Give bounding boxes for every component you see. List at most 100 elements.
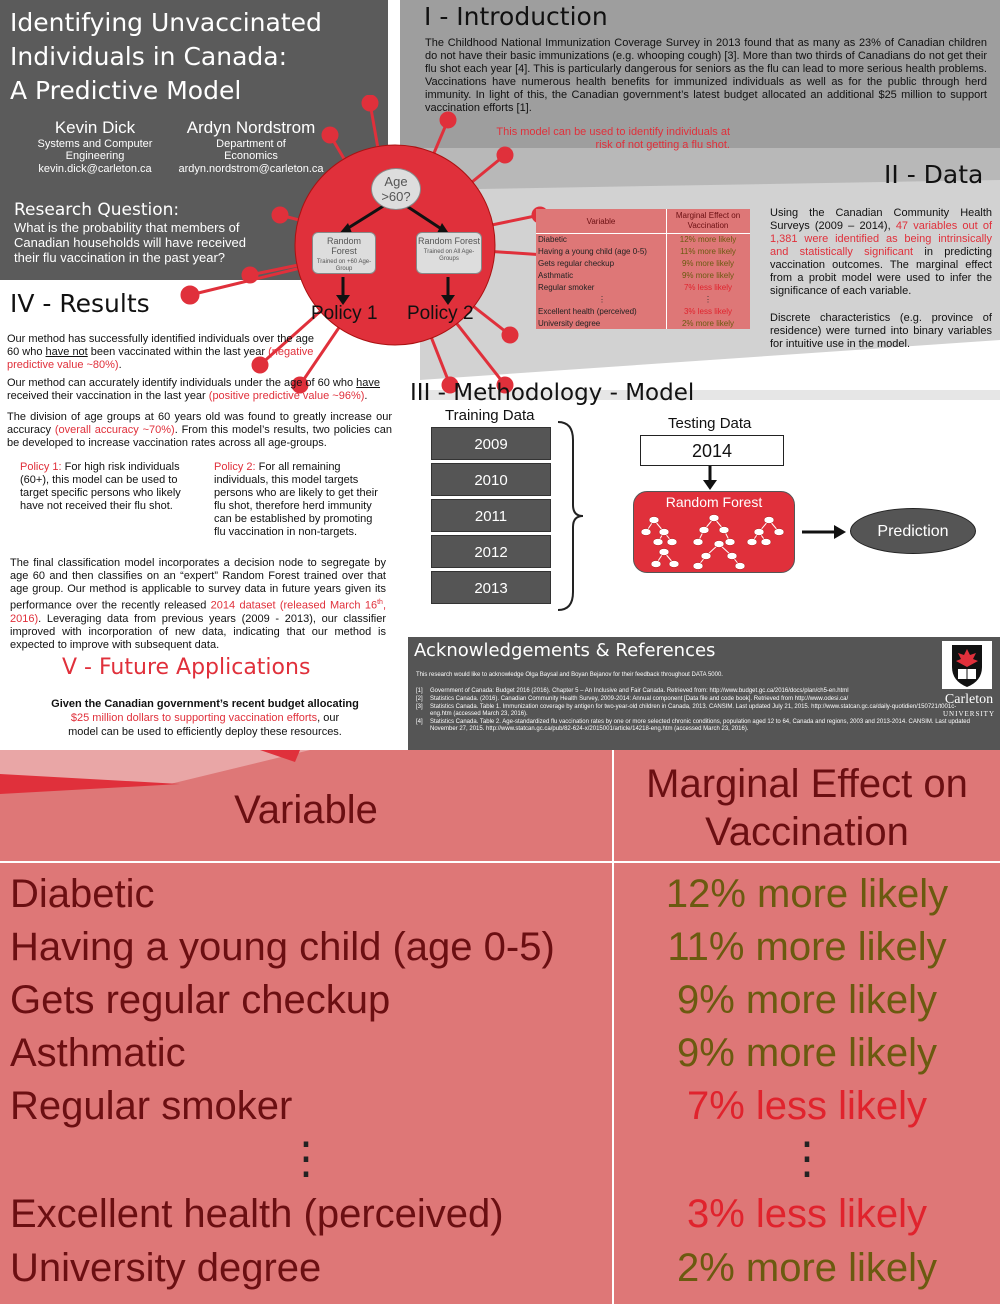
rf-box-subtitle: Trained on +60 Age-Group	[316, 259, 372, 272]
carleton-shield-icon	[952, 645, 982, 687]
training-year-box: 2009	[431, 427, 551, 460]
training-year-box: 2011	[431, 499, 551, 532]
results-text: . From this model’s results, two policie…	[7, 424, 392, 449]
title-line-2: Individuals in Canada:	[10, 42, 288, 71]
reference-text: Statistics Canada. Table 2. Age-standard…	[430, 719, 970, 732]
logo-university: UNIVERSITY	[943, 710, 995, 718]
small-table-variable: Asthmatic	[538, 271, 574, 280]
small-table-variable: ⋮	[598, 295, 606, 304]
training-year-box: 2013	[431, 571, 551, 604]
forest-trees-icon	[640, 514, 785, 570]
carleton-wordmark: Carleton UNIVERSITY	[938, 693, 1000, 721]
zoom-table-effect: 12% more likely	[665, 872, 949, 916]
table-divider	[666, 209, 667, 329]
data-text: Using the Canadian Community Health Surv…	[770, 207, 992, 232]
header-line: Marginal Effect on	[675, 211, 741, 220]
carleton-logo	[942, 641, 992, 689]
intro-highlight-line: risk of not getting a flu shot.	[595, 139, 730, 151]
ack-thanks: This research would like to acknowledge …	[416, 672, 723, 678]
data-paragraph-2: Discrete characteristics (e.g. province …	[770, 312, 992, 350]
author-name: Kevin Dick	[54, 118, 136, 137]
results-underline: have not	[45, 346, 88, 358]
small-table-variable: Having a young child (age 0-5)	[538, 247, 647, 256]
zoom-table-effect: 9% more likely	[676, 1031, 938, 1075]
poster-title: Identifying Unvaccinated Individuals in …	[10, 6, 390, 108]
results-text: . Leveraging data from previous years (2…	[10, 612, 386, 651]
zoom-table-variable: Having a young child (age 0-5)	[10, 925, 555, 969]
table-divider	[536, 233, 750, 234]
small-table-variable: Diabetic	[538, 235, 567, 244]
research-question-heading: Research Question:	[14, 200, 180, 220]
policy-1-text: Policy 1: For high risk individuals (60+…	[20, 461, 190, 513]
header-line: Vaccination	[705, 810, 909, 854]
small-table-variable: Gets regular checkup	[538, 259, 615, 268]
reference-number: [1]	[416, 688, 423, 694]
policy-label: Policy 1:	[20, 461, 62, 473]
research-question-text: What is the probability that members of …	[14, 220, 246, 265]
rf-box-title: Random Forest	[417, 236, 481, 246]
table-header-variable: Variable	[586, 217, 616, 226]
author-dept: Systems and Computer	[37, 138, 153, 150]
zoom-table-effect: 9% more likely	[676, 978, 938, 1022]
results-p3: The division of age groups at 60 years o…	[7, 411, 392, 450]
intro-heading: I - Introduction	[424, 2, 608, 31]
age-decision-node: Age >60?	[371, 168, 421, 210]
policy-2-text: Policy 2: For all remaining individuals,…	[214, 461, 384, 539]
intro-body: The Childhood National Immunization Cove…	[425, 37, 987, 114]
acknowledgements-panel: Acknowledgements & References This resea…	[408, 637, 1000, 750]
reference-item: [2] Statistics Canada. (2016). Canadian C…	[416, 696, 976, 703]
small-table-effect: ⋮	[704, 295, 712, 304]
results-p4: The final classification model incorpora…	[10, 557, 386, 652]
small-table-variable: Regular smoker	[538, 283, 595, 292]
references-list: [1] Government of Canada: Budget 2016 (20…	[416, 688, 976, 734]
results-text: .	[364, 390, 368, 402]
zoom-table-variable: Gets regular checkup	[10, 978, 391, 1022]
zoom-table-effect: 3% less likely	[686, 1192, 928, 1236]
author-email: kevin.dick@carleton.ca	[38, 163, 152, 175]
author-2: Ardyn Nordstrom Department of Economics …	[176, 118, 326, 176]
results-p1: Our method has successfully identified i…	[7, 333, 317, 372]
small-table-variable: University degree	[538, 319, 601, 328]
author-dept: Engineering	[65, 150, 125, 162]
prediction-ellipse: Prediction	[850, 508, 976, 554]
reference-number: [4]	[416, 719, 423, 725]
results-text: The final classification model incorpora…	[10, 557, 386, 612]
author-name: Ardyn Nordstrom	[186, 118, 316, 137]
small-table-effect: 3% less likely	[683, 307, 732, 316]
results-text: The division of age groups at 60 years o…	[7, 411, 392, 436]
rf-box-subtitle: Trained on All Age-Groups	[423, 249, 475, 262]
results-highlight: th	[377, 599, 383, 606]
reference-item: [1] Government of Canada: Budget 2016 (20…	[416, 688, 976, 695]
results-text: received their vaccination in the last y…	[7, 390, 209, 402]
rf-box-1: Random Forest Trained on +60 Age-Group	[312, 232, 376, 274]
zoom-table-effect: 11% more likely	[667, 925, 947, 969]
zoom-table-variable: Regular smoker	[10, 1084, 293, 1128]
small-table-effect: 9% more likely	[681, 259, 734, 268]
zoom-table-effect: 2% more likely	[676, 1246, 938, 1290]
marginal-effect-table-zoom: Variable Marginal Effect on Vaccination …	[0, 750, 1000, 1304]
results-text: .	[118, 359, 122, 371]
reference-number: [2]	[416, 696, 423, 702]
small-table-effect: 11% more likely	[680, 247, 736, 256]
down-arrow-icon	[703, 466, 717, 490]
results-highlight: (negative predictive value ~80%)	[7, 346, 314, 371]
future-line: model can be used to efficiently deploy …	[68, 726, 342, 738]
right-arrow-icon	[802, 525, 846, 539]
future-highlight: $25 million dollars to supporting vaccin…	[70, 712, 318, 724]
results-p2: Our method can accurately identify indiv…	[7, 377, 392, 403]
zoom-table-variable: University degree	[10, 1246, 322, 1290]
data-text: in predicting vaccination outcomes. The …	[770, 246, 992, 297]
small-table-effect: 12% more likely	[679, 235, 737, 244]
results-heading: IV - Results	[10, 289, 150, 318]
zoom-table-divider	[0, 861, 1000, 863]
results-highlight: 2014 dataset (released March 16	[210, 599, 378, 612]
small-table-effect: 2% more likely	[681, 319, 734, 328]
results-text: Our method has successfully identified i…	[7, 333, 314, 358]
zoom-table-variable: Diabetic	[10, 872, 155, 916]
zoom-top-decoration	[0, 750, 310, 794]
zoom-header-effect: Marginal Effect on Vaccination	[614, 760, 1000, 856]
results-text: been vaccinated within the last year	[87, 346, 269, 358]
header-line: Marginal Effect on	[646, 762, 968, 806]
policy-text: For all remaining individuals, this mode…	[214, 461, 378, 538]
zoom-table-variable: ⋮	[284, 1134, 328, 1183]
